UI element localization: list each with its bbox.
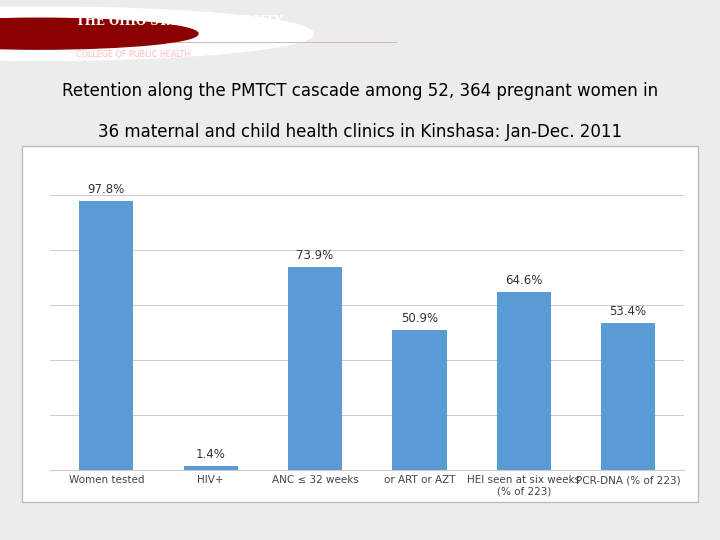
Text: 97.8%: 97.8% [88,183,125,196]
Text: 73.9%: 73.9% [297,249,333,262]
Circle shape [0,18,198,49]
Text: 1.4%: 1.4% [196,448,225,461]
Bar [184,466,238,470]
Text: Retention along the PMTCT cascade among 52, 364 pregnant women in: Retention along the PMTCT cascade among … [62,83,658,100]
Bar [18,24,61,44]
Bar [288,267,342,470]
Bar [79,201,133,470]
Text: THE OHIO STATE UNIVERSITY: THE OHIO STATE UNIVERSITY [76,15,282,28]
FancyBboxPatch shape [22,146,698,502]
Bar [601,323,655,470]
Bar [497,292,551,470]
Circle shape [0,7,313,60]
Bar [392,330,446,470]
Text: 50.9%: 50.9% [401,312,438,325]
Text: COLLEGE OF PUBLIC HEALTH: COLLEGE OF PUBLIC HEALTH [76,50,190,59]
Text: 36 maternal and child health clinics in Kinshasa: Jan-Dec. 2011: 36 maternal and child health clinics in … [98,123,622,141]
Text: 64.6%: 64.6% [505,274,542,287]
Text: 53.4%: 53.4% [610,305,647,318]
